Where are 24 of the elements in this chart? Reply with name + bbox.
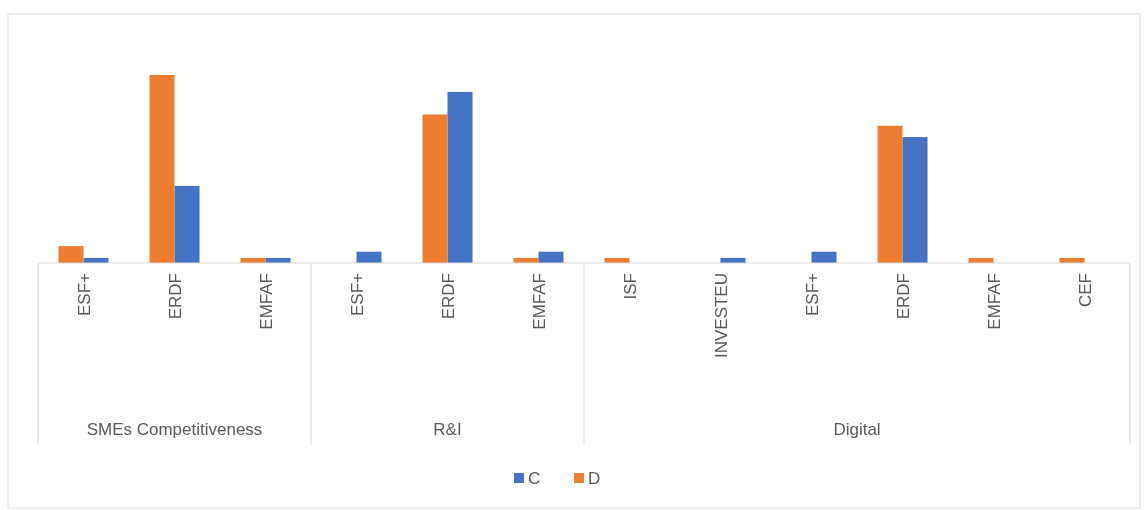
- x-tick-label: EMFAF: [529, 273, 549, 330]
- bar: [422, 114, 448, 263]
- x-tick-label: ESF+: [802, 272, 822, 316]
- bar: [902, 137, 928, 263]
- x-tick-label: EMFAF: [256, 273, 276, 330]
- x-tick-label: EMFAF: [984, 273, 1004, 330]
- text: Digital: [833, 420, 881, 439]
- x-tick-label: INVESTEU: [711, 273, 731, 359]
- text: R&I: [433, 420, 462, 439]
- x-tick-label: ERDF: [893, 273, 913, 320]
- bar: [877, 125, 903, 263]
- bar: [174, 185, 200, 263]
- legend-label: D: [588, 469, 601, 488]
- x-tick-label: ESF+: [74, 272, 94, 316]
- x-tick-label: ERDF: [438, 273, 458, 320]
- bar: [447, 91, 473, 263]
- x-tick-label: ERDF: [165, 273, 185, 320]
- text: SMEs Competitiveness: [86, 420, 263, 439]
- x-tick-label: ESF+: [347, 272, 367, 316]
- x-tick-label: ISF: [620, 273, 640, 300]
- legend-label: C: [528, 469, 541, 488]
- x-tick-label: CEF: [1075, 273, 1095, 307]
- bar: [149, 75, 175, 263]
- bar: [58, 246, 84, 263]
